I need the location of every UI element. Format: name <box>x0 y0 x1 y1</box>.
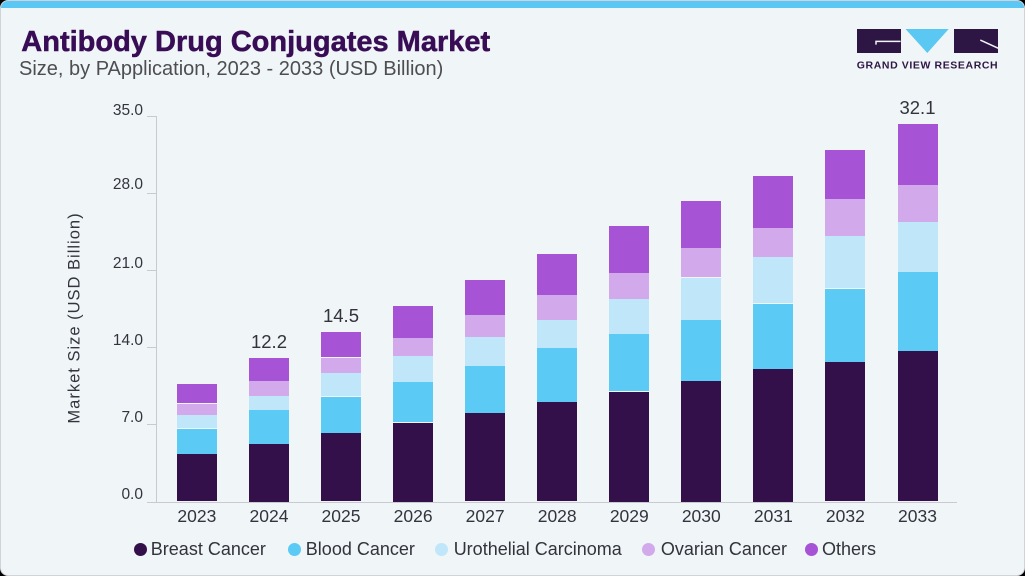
svg-text:GRAND VIEW RESEARCH: GRAND VIEW RESEARCH <box>857 59 999 71</box>
